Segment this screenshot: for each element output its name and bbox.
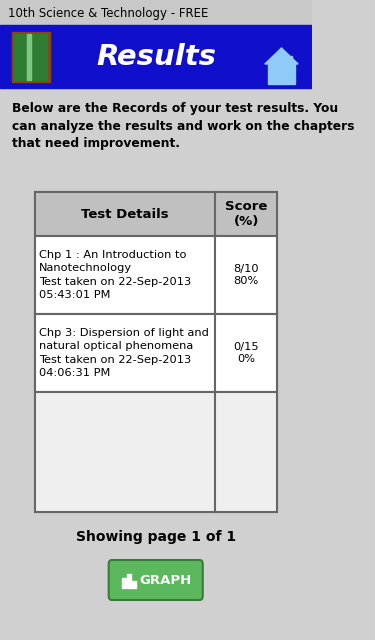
Bar [14, 34, 48, 80]
Bar [35, 392, 277, 512]
Bar [35, 314, 277, 392]
Text: Score
(%): Score (%) [225, 200, 267, 228]
Text: Chp 3: Dispersion of light and
natural optical phenomena
Test taken on 22-Sep-20: Chp 3: Dispersion of light and natural o… [39, 328, 209, 378]
Bar [122, 578, 126, 588]
Text: 0/15
0%: 0/15 0% [233, 342, 259, 364]
Text: Test Details: Test Details [81, 207, 169, 221]
Bar [35, 236, 277, 314]
FancyBboxPatch shape [109, 560, 203, 600]
Text: Below are the Records of your test results. You
can analyze the results and work: Below are the Records of your test resul… [12, 102, 354, 150]
Text: 10th Science & Technology - FREE: 10th Science & Technology - FREE [8, 6, 209, 19]
Text: Results: Results [96, 43, 216, 71]
Bar [27, 34, 31, 80]
Bar [128, 574, 131, 588]
Text: Chp 1 : An Introduction to
Nanotechnology
Test taken on 22-Sep-2013
05:43:01 PM: Chp 1 : An Introduction to Nanotechnolog… [39, 250, 191, 300]
Bar [268, 64, 295, 84]
Bar [35, 192, 277, 512]
Bar [132, 581, 136, 588]
Bar [288, 56, 292, 64]
Text: 8/10
80%: 8/10 80% [233, 264, 259, 286]
Text: Showing page 1 of 1: Showing page 1 of 1 [76, 530, 236, 544]
Bar [0, 0, 312, 25]
Bar [35, 192, 277, 236]
Polygon shape [265, 48, 298, 64]
Bar [0, 25, 312, 88]
Bar [12, 32, 50, 82]
Text: GRAPH: GRAPH [140, 573, 192, 586]
